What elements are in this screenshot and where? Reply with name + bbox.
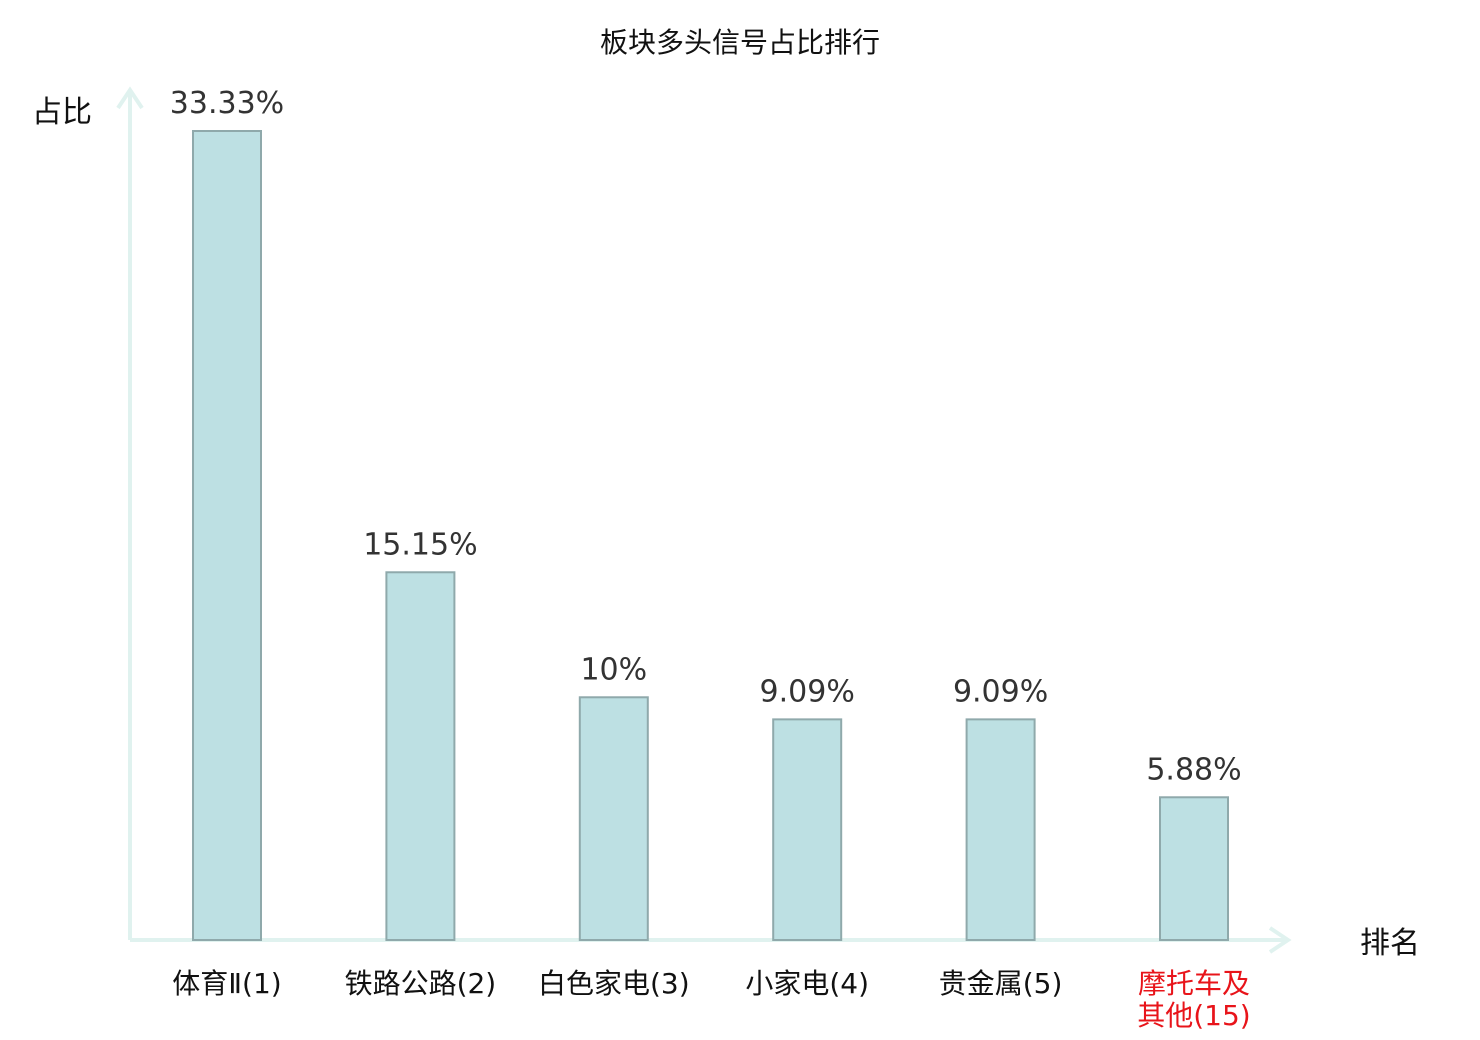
value-label-2: 15.15% bbox=[363, 527, 477, 562]
bars-group bbox=[192, 130, 1229, 942]
value-label-3: 10% bbox=[580, 652, 647, 687]
value-label-1: 33.33% bbox=[170, 86, 284, 121]
value-label-4: 9.09% bbox=[760, 674, 855, 709]
y-axis-label: 占比 bbox=[32, 95, 92, 130]
bar-3 bbox=[578, 696, 649, 942]
category-labels-group: 体育Ⅱ(1) 铁路公路(2) 白色家电(3) 小家电(4) 贵金属(5) 摩托车及其他(1… bbox=[172, 967, 1250, 1032]
bar-2 bbox=[385, 571, 456, 941]
value-labels-group: 33.33% 15.15% 10% 9.09% 9.09% 5.88% bbox=[170, 86, 1242, 787]
category-label-6: 摩托车及其他(15) bbox=[1137, 967, 1250, 1032]
category-label-3: 白色家电(3) bbox=[538, 967, 690, 1000]
chart-title: 板块多头信号占比排行 bbox=[600, 26, 880, 59]
category-label-5: 贵金属(5) bbox=[939, 967, 1063, 1000]
x-axis-label: 排名 bbox=[1360, 926, 1420, 961]
x-axis bbox=[130, 926, 1292, 954]
value-label-5: 9.09% bbox=[953, 674, 1048, 709]
category-label-1: 体育Ⅱ(1) bbox=[172, 967, 281, 1000]
category-label-4: 小家电(4) bbox=[745, 967, 869, 1000]
bar-4 bbox=[772, 718, 843, 942]
bar-1 bbox=[192, 130, 262, 941]
y-axis bbox=[116, 86, 144, 940]
value-label-6: 5.88% bbox=[1146, 752, 1241, 787]
bar-5 bbox=[965, 718, 1036, 942]
category-label-2: 铁路公路(2) bbox=[345, 967, 497, 1000]
bar-6 bbox=[1159, 796, 1229, 942]
